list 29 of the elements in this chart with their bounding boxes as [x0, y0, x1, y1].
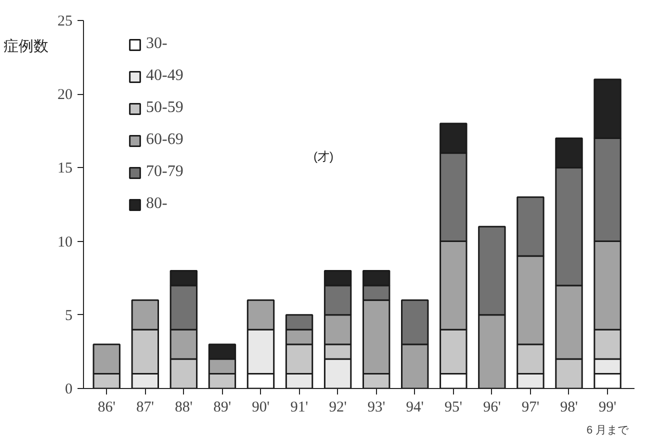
- legend-label: 70-79: [146, 163, 184, 181]
- x-tick-label: 99': [598, 400, 617, 416]
- legend-label: 60-69: [146, 131, 184, 149]
- text: 6 月まで: [586, 424, 630, 436]
- x-tick-label: 90': [252, 400, 270, 416]
- y-axis-title: 症例数: [4, 38, 48, 55]
- x-tick-label: 97': [522, 400, 540, 416]
- x-tick-label: 94': [406, 400, 424, 416]
- y-tick-label: 5: [65, 308, 72, 324]
- legend-label: 40-49: [146, 67, 184, 85]
- x-tick-label: 92': [328, 400, 347, 416]
- x-tick-label: 88': [174, 400, 193, 416]
- legend-label: 80-: [146, 195, 168, 213]
- x-tick-label: 86': [98, 400, 116, 416]
- x-tick-label: 98': [560, 400, 578, 416]
- y-tick-label: 10: [58, 234, 72, 250]
- x-tick-label: 93': [367, 400, 386, 416]
- x-tick-label: 89': [213, 400, 232, 416]
- annotation: (才): [314, 150, 334, 164]
- y-tick-label: 15: [58, 160, 72, 177]
- legend-label: 30-: [146, 35, 168, 53]
- y-tick-label: 20: [58, 87, 72, 104]
- x-tick-label: 91': [290, 400, 308, 416]
- y-tick-label: 0: [65, 382, 72, 398]
- x-tick-label: 96': [483, 400, 502, 416]
- legend-label: 50-59: [146, 99, 184, 117]
- x-tick-label: 87': [136, 400, 154, 416]
- y-tick-label: 25: [58, 14, 72, 30]
- x-tick-label: 95': [444, 400, 463, 416]
